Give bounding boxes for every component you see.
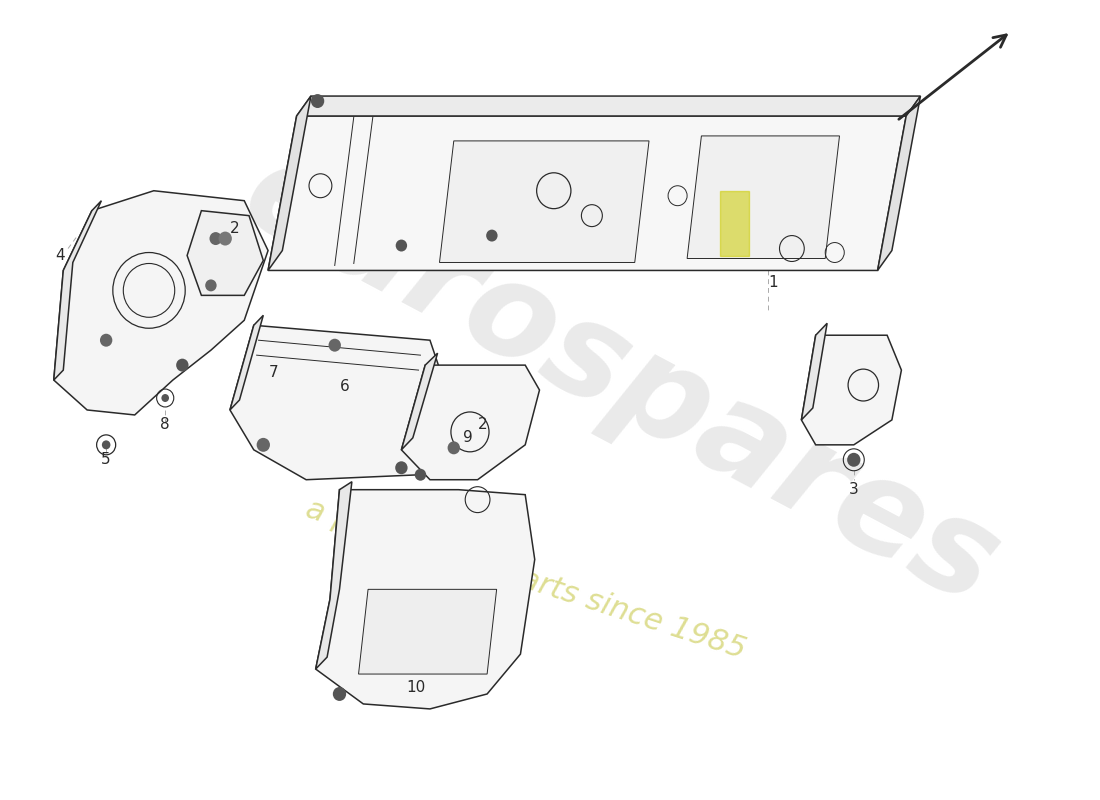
Polygon shape bbox=[720, 190, 749, 255]
Circle shape bbox=[219, 231, 232, 246]
Polygon shape bbox=[802, 323, 827, 420]
Circle shape bbox=[311, 94, 324, 108]
Text: 10: 10 bbox=[406, 679, 426, 694]
Text: 1: 1 bbox=[768, 275, 778, 290]
Polygon shape bbox=[440, 141, 649, 262]
Circle shape bbox=[206, 279, 217, 291]
Text: 3: 3 bbox=[849, 482, 859, 497]
Text: 2: 2 bbox=[230, 221, 240, 236]
Polygon shape bbox=[54, 201, 101, 380]
Polygon shape bbox=[230, 315, 263, 410]
Polygon shape bbox=[230, 326, 459, 480]
Circle shape bbox=[102, 440, 110, 450]
Polygon shape bbox=[688, 136, 839, 258]
Circle shape bbox=[448, 442, 460, 454]
Text: 6: 6 bbox=[340, 378, 349, 394]
Circle shape bbox=[486, 230, 497, 242]
Polygon shape bbox=[187, 210, 263, 295]
Polygon shape bbox=[316, 490, 535, 709]
Polygon shape bbox=[268, 96, 311, 270]
Text: a passion for parts since 1985: a passion for parts since 1985 bbox=[301, 494, 749, 664]
Circle shape bbox=[333, 687, 346, 701]
Circle shape bbox=[847, 453, 860, 466]
Circle shape bbox=[176, 358, 188, 371]
Circle shape bbox=[329, 338, 341, 352]
Text: 4: 4 bbox=[56, 248, 65, 263]
Text: 2: 2 bbox=[477, 418, 487, 433]
Text: 5: 5 bbox=[101, 452, 111, 467]
Polygon shape bbox=[359, 590, 496, 674]
Polygon shape bbox=[402, 353, 438, 450]
Polygon shape bbox=[54, 190, 268, 415]
Polygon shape bbox=[802, 335, 901, 445]
Polygon shape bbox=[402, 365, 539, 480]
Polygon shape bbox=[268, 116, 906, 270]
Circle shape bbox=[100, 334, 112, 346]
Polygon shape bbox=[878, 96, 921, 270]
Circle shape bbox=[209, 232, 222, 245]
Text: eurospares: eurospares bbox=[222, 128, 1019, 632]
Circle shape bbox=[396, 239, 407, 251]
Circle shape bbox=[415, 469, 426, 481]
Circle shape bbox=[256, 438, 270, 452]
Polygon shape bbox=[316, 482, 352, 669]
Text: 9: 9 bbox=[463, 430, 473, 446]
Text: 8: 8 bbox=[161, 418, 170, 433]
Text: 7: 7 bbox=[270, 365, 278, 379]
Polygon shape bbox=[297, 96, 921, 116]
Circle shape bbox=[162, 394, 169, 402]
Circle shape bbox=[395, 462, 408, 474]
